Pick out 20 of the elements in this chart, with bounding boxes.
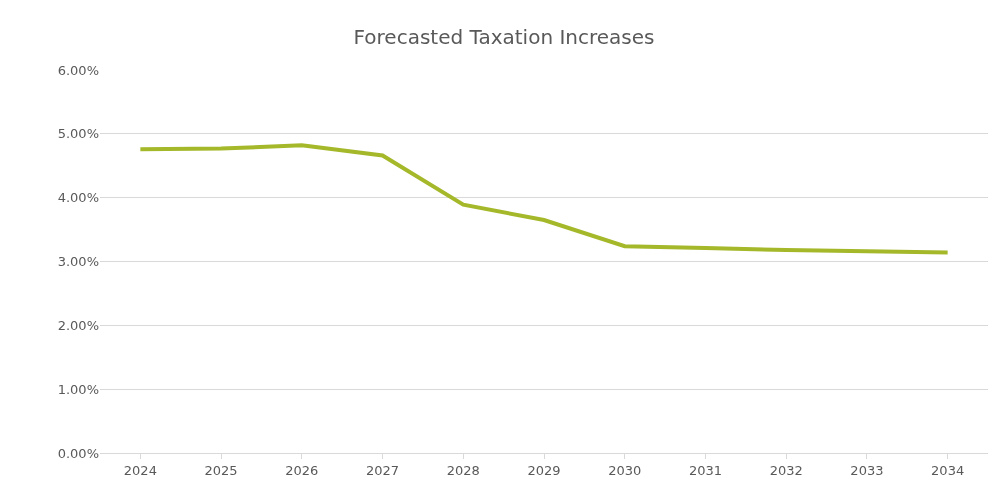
- y-tick-label: 6.00%: [57, 62, 99, 78]
- y-tick-label: 0.00%: [57, 445, 99, 461]
- x-tick-label: 2034: [931, 462, 965, 478]
- x-tick-label: 2032: [769, 462, 803, 478]
- x-tick-label: 2029: [527, 462, 561, 478]
- x-tick-label: 2027: [366, 462, 400, 478]
- x-tick-label: 2030: [608, 462, 642, 478]
- chart-title: Forecasted Taxation Increases: [353, 24, 655, 49]
- y-tick-label: 3.00%: [57, 254, 99, 270]
- x-tick-label: 2028: [446, 462, 480, 478]
- x-tick-label: 2024: [123, 462, 157, 478]
- x-tick-label: 2031: [688, 462, 722, 478]
- x-tick-label: 2026: [285, 462, 319, 478]
- y-tick-label: 1.00%: [57, 381, 99, 397]
- y-tick-label: 2.00%: [57, 317, 99, 333]
- x-tick-label: 2033: [850, 462, 884, 478]
- x-tick-label: 2025: [204, 462, 238, 478]
- y-tick-label: 4.00%: [57, 190, 99, 206]
- y-tick-label: 5.00%: [57, 126, 99, 142]
- line-series: [138, 143, 950, 255]
